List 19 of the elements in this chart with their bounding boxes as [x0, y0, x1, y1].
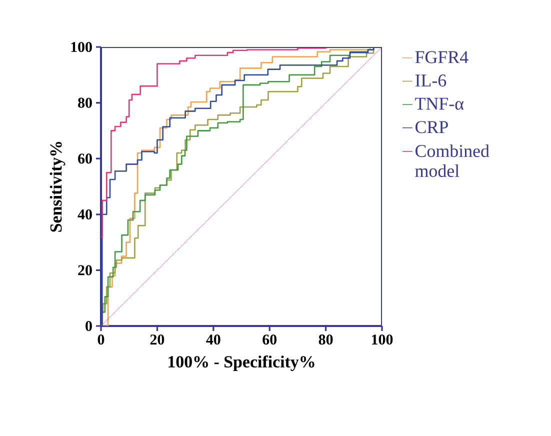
y-axis-title: Sensitivity% [50, 142, 66, 232]
legend-label: FGFR4 [415, 51, 468, 64]
x-tick-label: 20 [150, 334, 164, 345]
y-tick-label: 0 [86, 320, 92, 332]
y-tick-label: 60 [78, 154, 92, 164]
x-tick-label: 40 [206, 334, 220, 345]
x-tick-label: 60 [262, 334, 277, 345]
y-tick-label: 80 [78, 98, 92, 108]
x-axis-title: 100% - Specificity% [168, 355, 314, 372]
x-tick-label: 100 [372, 334, 393, 345]
y-tick-label: 100 [71, 42, 92, 52]
legend-label: IL-6 [415, 74, 446, 87]
x-tick-label: 0 [98, 334, 104, 345]
y-tick-label: 40 [78, 209, 92, 220]
legend-label: TNF-α [415, 98, 464, 110]
legend-label: CRP [415, 121, 448, 134]
x-tick-label: 80 [318, 334, 333, 345]
y-tick-label: 20 [78, 265, 92, 276]
legend-label: Combined model [415, 144, 490, 177]
